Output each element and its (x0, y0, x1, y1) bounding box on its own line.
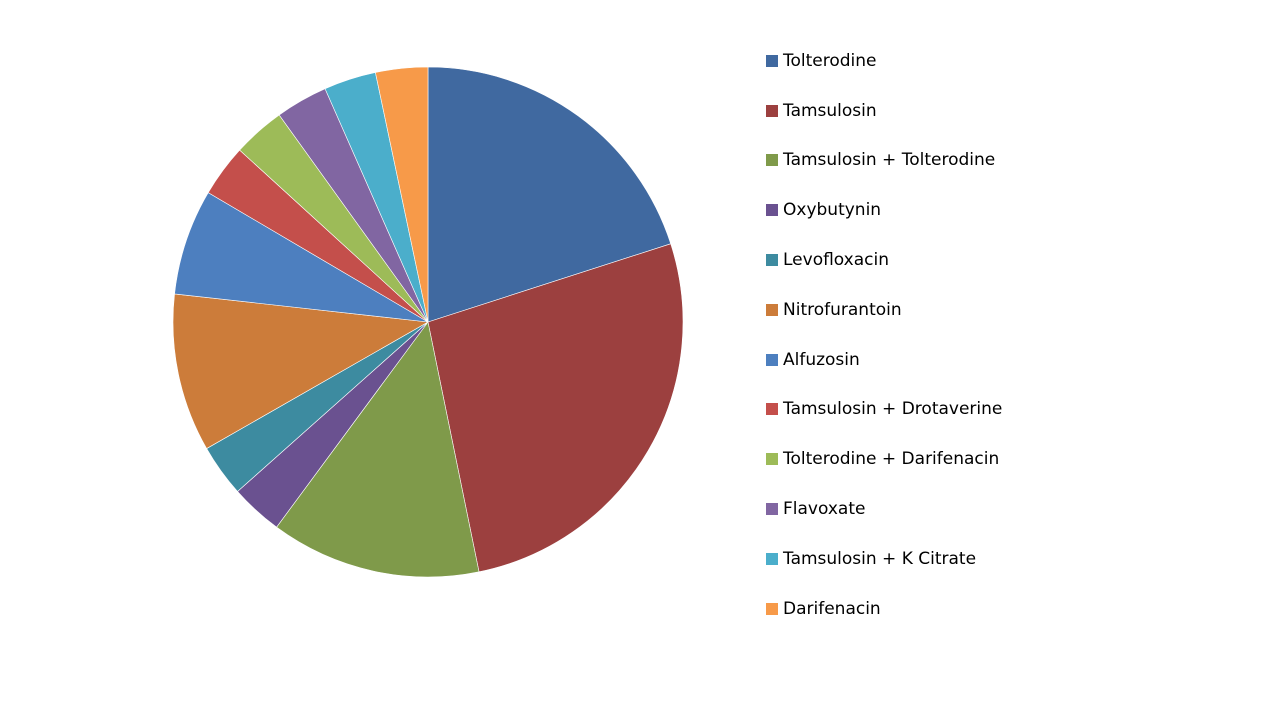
legend-swatch (766, 552, 778, 565)
legend-swatch (766, 204, 778, 217)
legend-label: Oxybutynin (783, 200, 882, 221)
legend-item-oxybutynin: Oxybutynin (766, 185, 1002, 235)
legend-item-tamsulosin: Tamsulosin (766, 86, 1002, 136)
legend-label: Levofloxacin (783, 250, 890, 271)
pie-slice-darifenacin (375, 66, 429, 323)
legend-item-alfuzosin: Alfuzosin (766, 335, 1002, 385)
pie-slice-nitrofurantoin (172, 293, 429, 449)
legend-item-nitrofurantoin: Nitrofurantoin (766, 285, 1002, 335)
legend-label: Alfuzosin (783, 349, 860, 370)
pie-slice-tamsulosin (427, 243, 684, 573)
legend-label: Darifenacin (783, 598, 881, 619)
chart-legend: Tolterodine Tamsulosin Tamsulosin + Tolter… (766, 36, 1002, 634)
legend-swatch (766, 503, 778, 516)
legend-swatch (766, 104, 778, 117)
legend-swatch (766, 254, 778, 267)
pie-slices (172, 66, 684, 578)
legend-label: Tamsulosin (783, 100, 877, 121)
pie-slice-alfuzosin (174, 192, 429, 323)
legend-label: Tamsulosin + K Citrate (783, 548, 977, 569)
legend-swatch (766, 403, 778, 416)
legend-swatch (766, 303, 778, 316)
legend-label: Tolterodine (783, 50, 877, 71)
legend-item-levofloxacin: Levofloxacin (766, 235, 1002, 285)
legend-item-tamsulosin-plus-drotaverine: Tamsulosin + Drotaverine (766, 385, 1002, 435)
legend-item-flavoxate: Flavoxate (766, 484, 1002, 534)
legend-swatch (766, 353, 778, 366)
pie-slice-tolterodine (427, 66, 672, 323)
legend-swatch (766, 453, 778, 466)
legend-label: Nitrofurantoin (783, 299, 902, 320)
legend-item-tamsulosin-plus-tolterodine: Tamsulosin + Tolterodine (766, 136, 1002, 186)
legend-label: Tamsulosin + Drotaverine (783, 399, 1003, 420)
legend-label: Flavoxate (783, 499, 866, 520)
legend-label: Tamsulosin + Tolterodine (783, 150, 996, 171)
legend-label: Tolterodine + Darifenacin (783, 449, 1000, 470)
legend-swatch (766, 154, 778, 167)
pie-slice-tamsulosin-plus-tolterodine (276, 321, 480, 578)
legend-swatch (766, 602, 778, 615)
legend-item-tolterodine-plus-darifenacin: Tolterodine + Darifenacin (766, 434, 1002, 484)
legend-item-darifenacin: Darifenacin (766, 584, 1002, 634)
legend-swatch (766, 54, 778, 67)
legend-item-tamsulosin-plus-k-citrate: Tamsulosin + K Citrate (766, 534, 1002, 584)
legend-item-tolterodine: Tolterodine (766, 36, 1002, 86)
